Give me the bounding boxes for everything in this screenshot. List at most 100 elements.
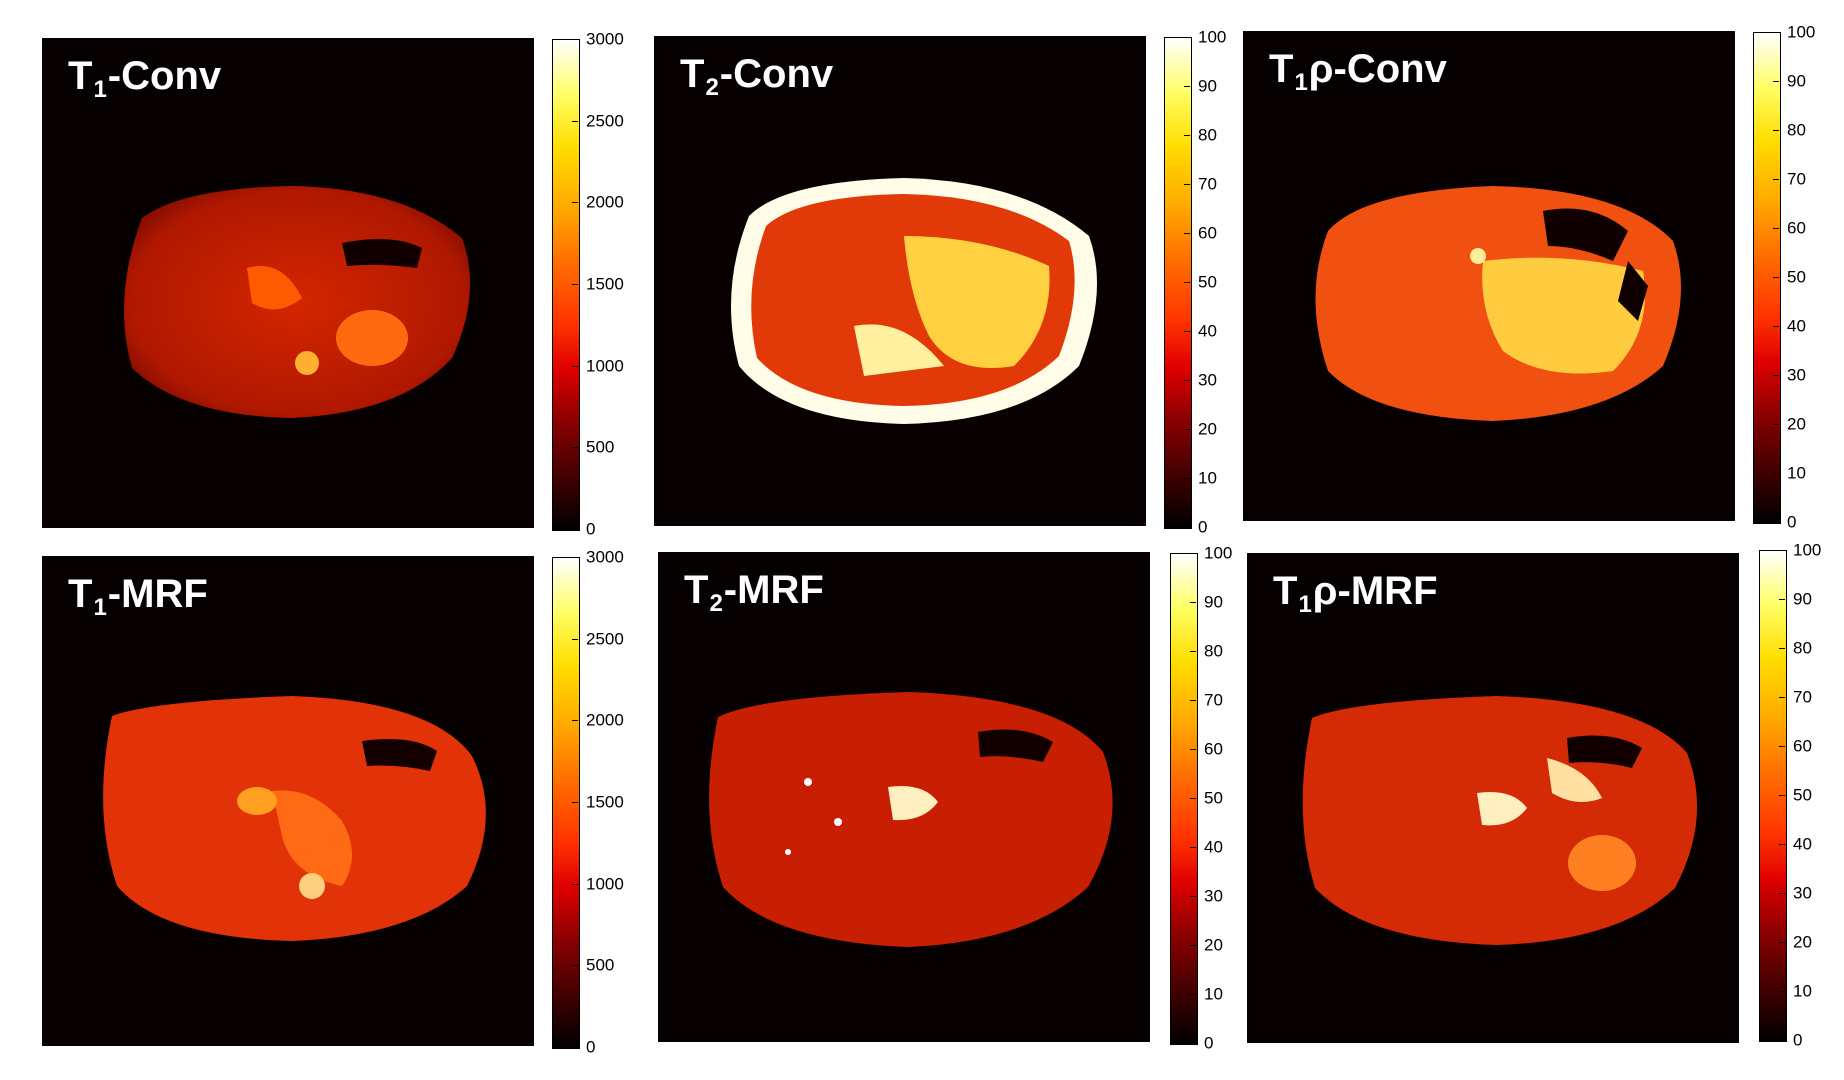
colorbar-tick-label: 2000	[586, 710, 624, 730]
colorbar-tick-label: 100	[1787, 22, 1816, 42]
colorbar-tick-mark	[572, 1047, 578, 1048]
colorbar-tick-mark	[1190, 553, 1196, 554]
colorbar-tick-mark	[1773, 277, 1779, 278]
colorbar-tick-mark	[1184, 86, 1190, 87]
colorbar-tick-label: 0	[1787, 512, 1797, 532]
colorbar-tick-label: 10	[1793, 981, 1812, 1001]
colorbar-tick-label: 60	[1204, 739, 1223, 759]
abdomen-slice-image	[709, 692, 1113, 947]
colorbar-tick-mark	[1773, 179, 1779, 180]
colorbar-tick-label: 40	[1793, 834, 1812, 854]
colorbar-tick-label: 1500	[586, 274, 624, 294]
colorbar-tick-label: 20	[1787, 414, 1806, 434]
colorbar-tick-mark	[1773, 130, 1779, 131]
panel-title: T1-Conv	[68, 54, 222, 103]
colorbar-tick-mark	[572, 39, 578, 40]
colorbar-tick-label: 50	[1787, 267, 1806, 287]
colorbar-tick-label: 80	[1204, 641, 1223, 661]
colorbar-tick-mark	[572, 529, 578, 530]
abdomen-slice-image	[1302, 696, 1698, 945]
colorbar-tick-label: 0	[1204, 1033, 1214, 1053]
map-t1rho-conv: T1ρ-Conv	[1243, 31, 1735, 521]
colorbar-tick-label: 60	[1198, 223, 1217, 243]
colorbar-tick-label: 20	[1204, 935, 1223, 955]
map-t2-mrf: T2-MRF	[658, 552, 1150, 1042]
panel-title: T1-MRF	[68, 572, 208, 621]
colorbar-t1-mrf	[552, 557, 580, 1049]
colorbar-tick-label: 50	[1198, 272, 1217, 292]
colorbar-tick-mark	[1779, 648, 1785, 649]
colorbar-tick-label: 0	[586, 519, 596, 539]
colorbar-tick-label: 30	[1198, 370, 1217, 390]
colorbar-t2-conv	[1164, 37, 1192, 529]
colorbar-tick-mark	[1184, 37, 1190, 38]
colorbar-tick-label: 1000	[586, 356, 624, 376]
colorbar-tick-mark	[1190, 896, 1196, 897]
colorbar-t1rho-conv	[1753, 32, 1781, 524]
colorbar-tick-mark	[1773, 32, 1779, 33]
colorbar-tick-label: 60	[1787, 218, 1806, 238]
colorbar-tick-mark	[1190, 847, 1196, 848]
map-t1-conv: T1-Conv	[42, 38, 534, 528]
colorbar-tick-label: 40	[1204, 837, 1223, 857]
colorbar-tick-mark	[1184, 233, 1190, 234]
colorbar-tick-mark	[572, 447, 578, 448]
colorbar-tick-mark	[1184, 429, 1190, 430]
map-t1-mrf: T1-MRF	[42, 556, 534, 1046]
colorbar-tick-mark	[1190, 602, 1196, 603]
colorbar-tick-label: 70	[1787, 169, 1806, 189]
colorbar-tick-mark	[1779, 599, 1785, 600]
colorbar-tick-mark	[1779, 697, 1785, 698]
colorbar-tick-mark	[572, 802, 578, 803]
abdomen-slice-image	[103, 696, 486, 941]
colorbar-tick-mark	[1779, 795, 1785, 796]
colorbar-tick-label: 90	[1198, 76, 1217, 96]
abdomen-slice-image	[731, 178, 1097, 424]
colorbar-tick-label: 3000	[586, 29, 624, 49]
colorbar-tick-mark	[572, 720, 578, 721]
colorbar-tick-mark	[572, 202, 578, 203]
colorbar-tick-mark	[572, 284, 578, 285]
colorbar-tick-mark	[1779, 942, 1785, 943]
colorbar-tick-label: 0	[586, 1037, 596, 1057]
colorbar-tick-label: 90	[1793, 589, 1812, 609]
map-t1rho-mrf: T1ρ-MRF	[1247, 553, 1739, 1043]
panel-title: T1ρ-MRF	[1273, 569, 1438, 618]
colorbar-tick-mark	[1779, 550, 1785, 551]
colorbar-tick-label: 80	[1787, 120, 1806, 140]
colorbar-tick-label: 20	[1793, 932, 1812, 952]
colorbar-t1-conv	[552, 39, 580, 531]
colorbar-tick-mark	[1779, 746, 1785, 747]
colorbar-tick-label: 30	[1793, 883, 1812, 903]
panel-title: T1ρ-Conv	[1269, 47, 1447, 96]
colorbar-tick-mark	[1779, 991, 1785, 992]
colorbar-tick-label: 90	[1204, 592, 1223, 612]
colorbar-tick-mark	[1184, 527, 1190, 528]
colorbar-tick-mark	[1190, 700, 1196, 701]
colorbar-tick-label: 40	[1787, 316, 1806, 336]
colorbar-tick-label: 0	[1793, 1030, 1803, 1050]
colorbar-tick-mark	[1184, 282, 1190, 283]
colorbar-tick-mark	[1190, 945, 1196, 946]
panel-title: T2-MRF	[684, 568, 824, 617]
colorbar-t1rho-mrf	[1759, 550, 1787, 1042]
colorbar-tick-label: 2500	[586, 629, 624, 649]
abdomen-slice-image	[1315, 186, 1681, 421]
colorbar-tick-mark	[1184, 135, 1190, 136]
colorbar-tick-label: 1000	[586, 874, 624, 894]
colorbar-tick-label: 10	[1198, 468, 1217, 488]
colorbar-tick-label: 30	[1204, 886, 1223, 906]
colorbar-tick-label: 80	[1198, 125, 1217, 145]
colorbar-tick-label: 70	[1204, 690, 1223, 710]
colorbar-tick-label: 50	[1204, 788, 1223, 808]
colorbar-tick-mark	[1190, 1043, 1196, 1044]
colorbar-tick-label: 2000	[586, 192, 624, 212]
colorbar-tick-label: 70	[1198, 174, 1217, 194]
colorbar-tick-mark	[1190, 798, 1196, 799]
colorbar-tick-label: 90	[1787, 71, 1806, 91]
colorbar-tick-label: 1500	[586, 792, 624, 812]
colorbar-tick-mark	[1773, 424, 1779, 425]
colorbar-tick-mark	[572, 557, 578, 558]
colorbar-tick-label: 80	[1793, 638, 1812, 658]
colorbar-tick-mark	[1773, 228, 1779, 229]
